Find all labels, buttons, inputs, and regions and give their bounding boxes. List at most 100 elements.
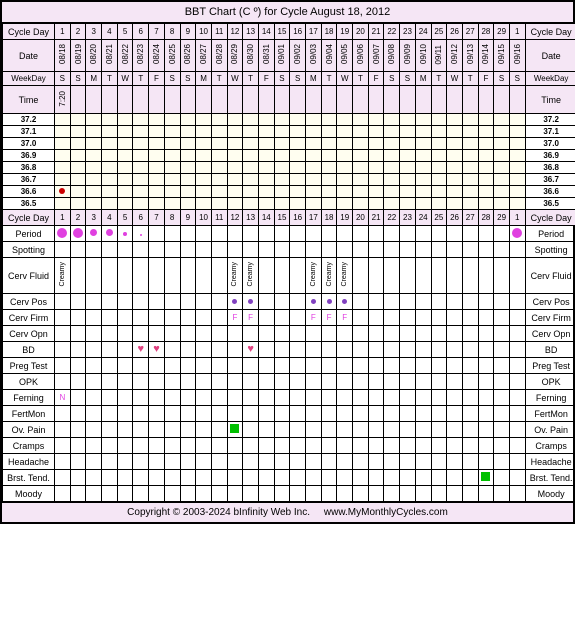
temp-cell (274, 186, 290, 198)
cell: 8 (164, 210, 180, 226)
temp-cell (447, 138, 463, 150)
cell (431, 342, 447, 358)
cell (70, 390, 86, 406)
cell (400, 294, 416, 310)
cell: 08/21 (102, 40, 118, 72)
date-text: 08/26 (183, 44, 192, 64)
temp-cell (462, 138, 478, 150)
cell (462, 226, 478, 242)
cell (447, 470, 463, 486)
temp-cell (164, 114, 180, 126)
cell (164, 358, 180, 374)
temp-cell (400, 138, 416, 150)
cerv-firm-text: F (327, 313, 332, 322)
cell (211, 422, 227, 438)
row-label-right: Date (525, 40, 575, 72)
cell (180, 86, 196, 114)
cerv-fluid-text: Creamy (231, 262, 238, 287)
cell (164, 406, 180, 422)
cell (258, 242, 274, 258)
temp-cell (478, 198, 494, 210)
cell (243, 86, 259, 114)
cell (462, 390, 478, 406)
temp-cell (337, 198, 353, 210)
temp-cell (70, 198, 86, 210)
date-text: 08/25 (168, 44, 177, 64)
cell (353, 390, 369, 406)
cell (258, 470, 274, 486)
cell (384, 342, 400, 358)
cell (306, 294, 322, 310)
temp-cell (133, 186, 149, 198)
period-dot-icon (140, 234, 142, 236)
cell (117, 258, 133, 294)
cell (400, 374, 416, 390)
temp-cell (290, 186, 306, 198)
cell: ♥ (149, 342, 165, 358)
cell (86, 374, 102, 390)
temp-cell (400, 114, 416, 126)
cell (290, 310, 306, 326)
cerv-fluid-text: Creamy (59, 262, 66, 287)
cell (306, 86, 322, 114)
temp-cell (196, 126, 212, 138)
cell (321, 422, 337, 438)
cell (290, 486, 306, 502)
cell (494, 294, 510, 310)
cell: M (415, 72, 431, 86)
temp-cell (290, 138, 306, 150)
temp-cell (102, 186, 118, 198)
cell (431, 374, 447, 390)
cerv-fluid-text: Creamy (310, 262, 317, 287)
cell: Creamy (227, 258, 243, 294)
temp-cell (400, 174, 416, 186)
cerv-firm-text: F (342, 313, 347, 322)
cell (337, 326, 353, 342)
cell (306, 326, 322, 342)
cell: S (509, 72, 525, 86)
cell (478, 390, 494, 406)
cell (431, 310, 447, 326)
cell (86, 342, 102, 358)
temp-cell (227, 114, 243, 126)
temp-cell (102, 138, 118, 150)
cell (227, 294, 243, 310)
cell (117, 86, 133, 114)
temp-cell (70, 138, 86, 150)
cell (274, 438, 290, 454)
cell: 09/16 (509, 40, 525, 72)
temp-cell (337, 174, 353, 186)
cell (384, 422, 400, 438)
temp-cell (102, 150, 118, 162)
cell (164, 342, 180, 358)
cell: 21 (368, 24, 384, 40)
cell (509, 422, 525, 438)
cell (211, 258, 227, 294)
cell (55, 422, 71, 438)
temp-cell (117, 150, 133, 162)
date-text: 08/20 (89, 44, 98, 64)
cell (102, 422, 118, 438)
cell (211, 374, 227, 390)
row-pregTest: Preg TestPreg Test (3, 358, 575, 374)
cell (211, 342, 227, 358)
temp-cell (211, 114, 227, 126)
temp-cell (384, 186, 400, 198)
cell: Creamy (243, 258, 259, 294)
temp-cell (149, 150, 165, 162)
temp-cell (321, 198, 337, 210)
cell (400, 470, 416, 486)
cell (102, 326, 118, 342)
cell (337, 226, 353, 242)
temp-cell (149, 162, 165, 174)
cell: F (337, 310, 353, 326)
cell (117, 390, 133, 406)
cell (447, 374, 463, 390)
cell: 7 (149, 24, 165, 40)
date-text: 09/09 (403, 44, 412, 64)
temp-cell (431, 114, 447, 126)
cell: 25 (431, 24, 447, 40)
cell: 12 (227, 24, 243, 40)
temp-cell (133, 114, 149, 126)
cell (70, 242, 86, 258)
